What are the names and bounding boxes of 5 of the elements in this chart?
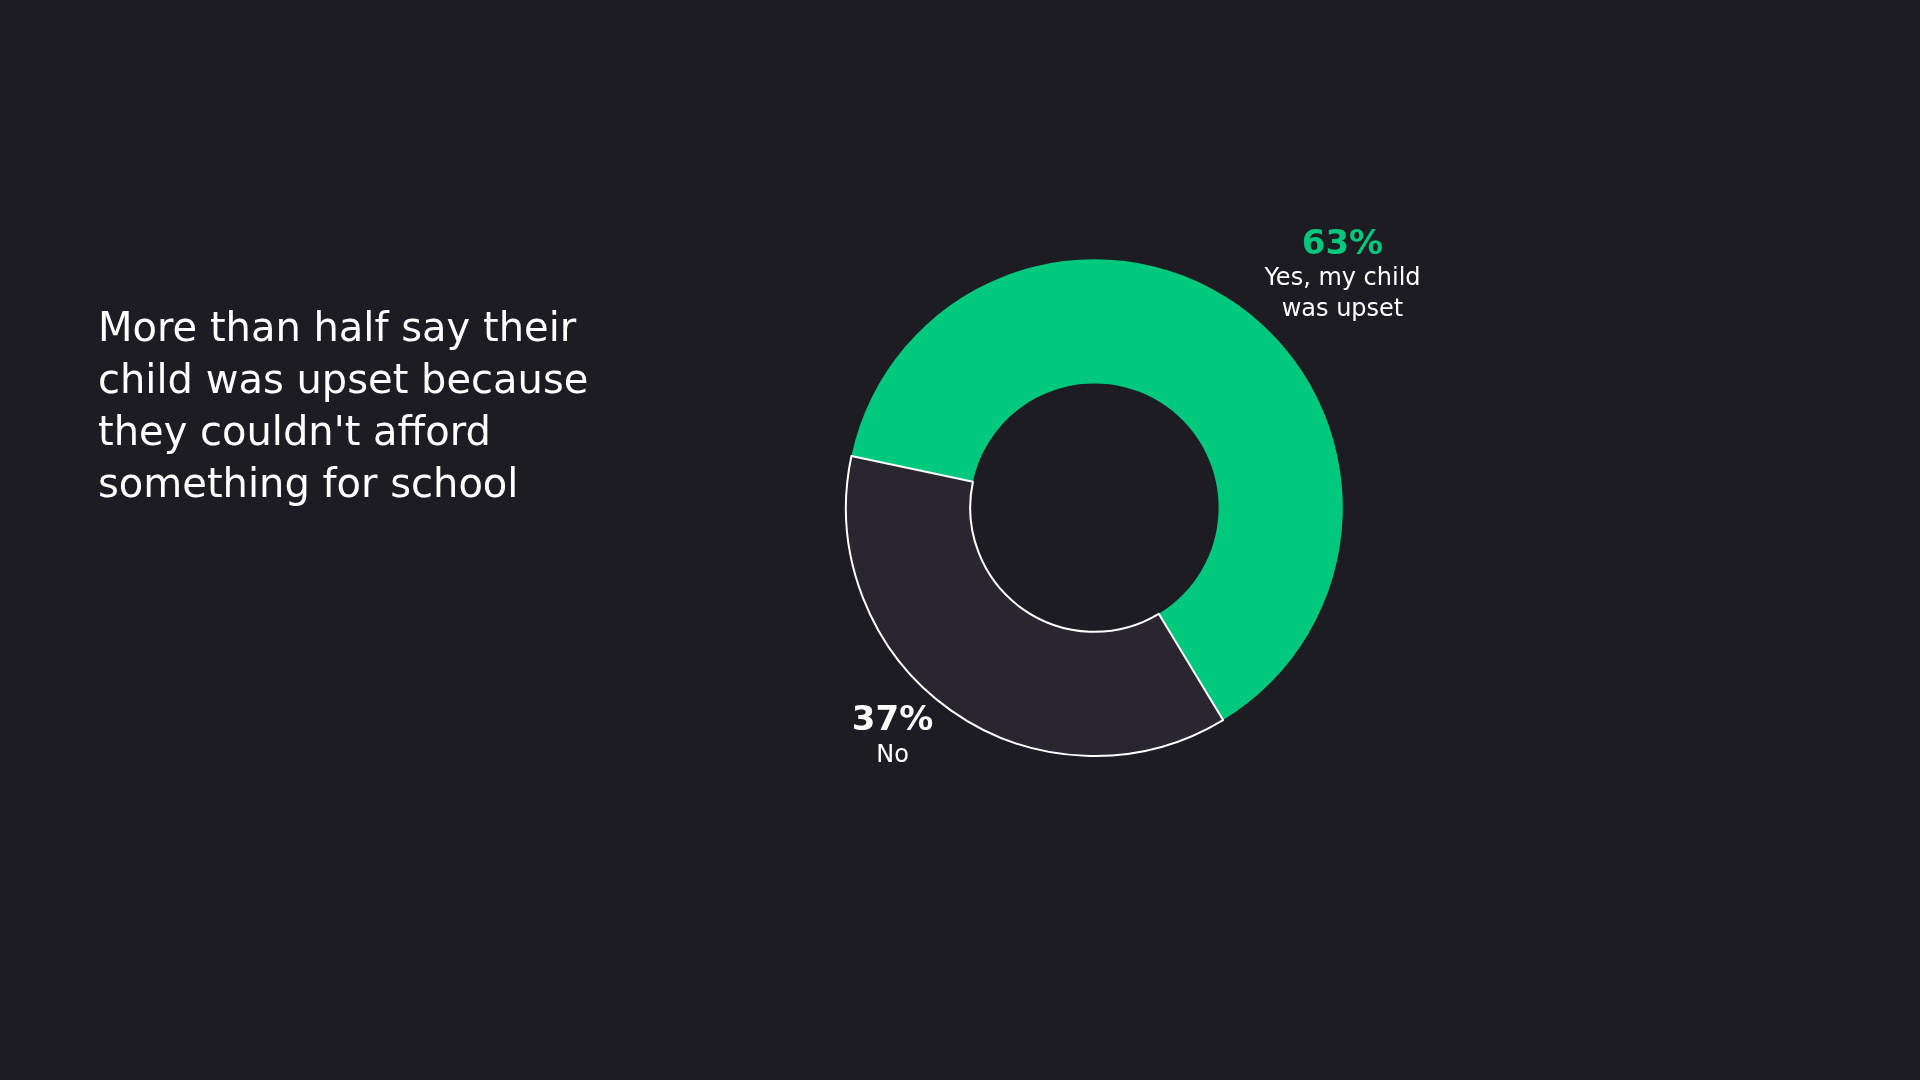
slice-label: No <box>876 739 909 768</box>
data-label: 37% <box>851 698 934 739</box>
data-label: 63% <box>1301 221 1384 262</box>
text: More than half say their child was upset because they couldn't afford something for school <box>98 304 589 506</box>
slice-label: Yes, my child was upset <box>1263 262 1421 322</box>
